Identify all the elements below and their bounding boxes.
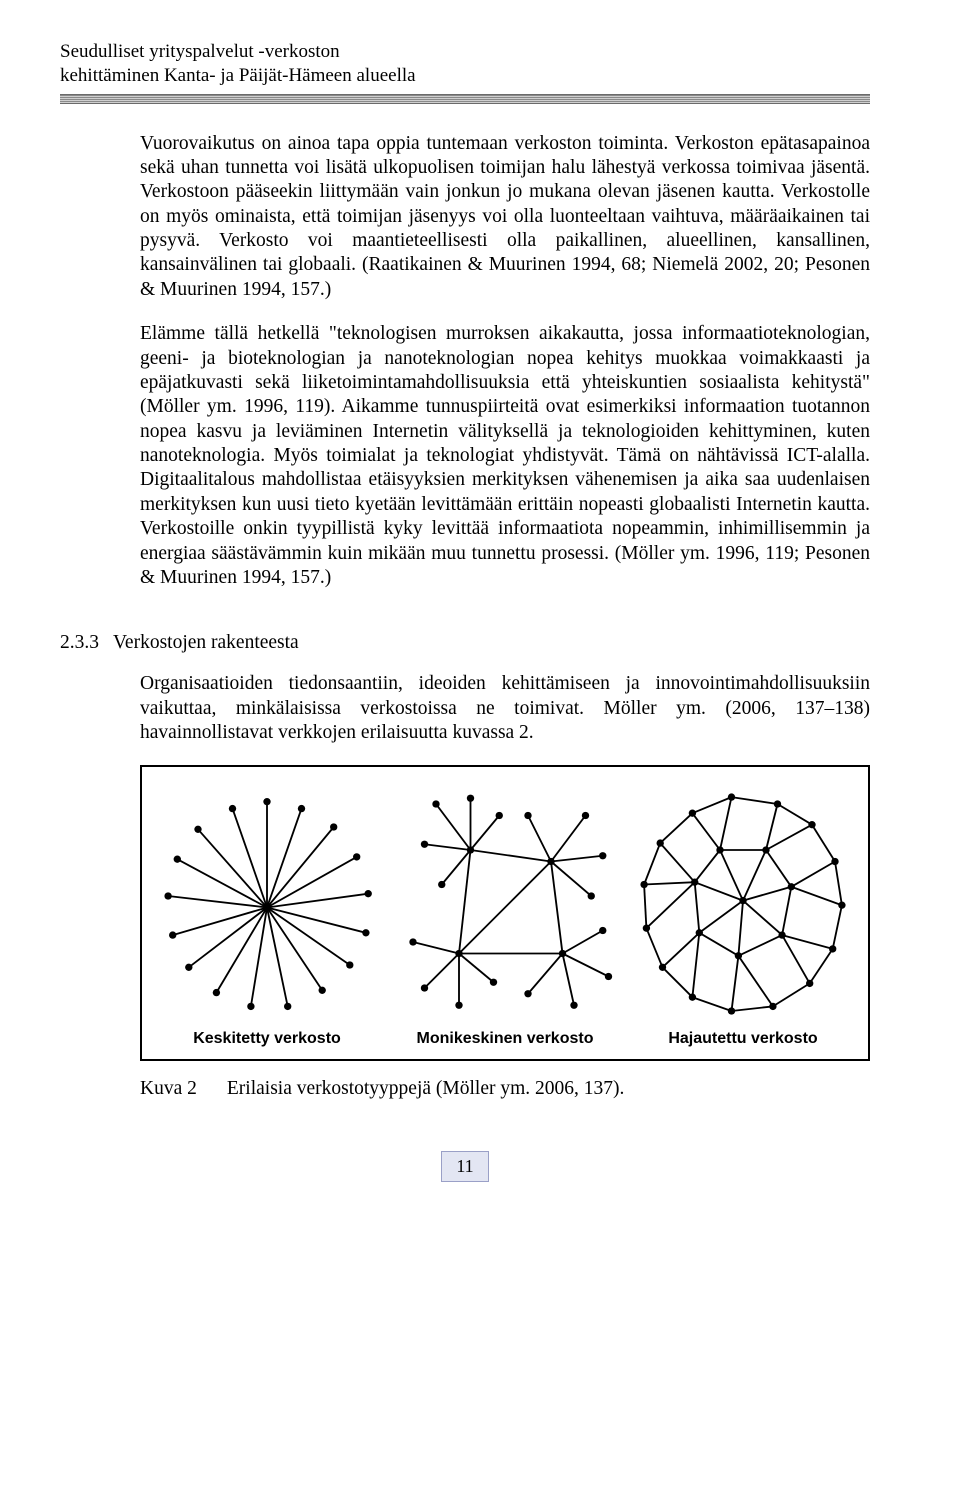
figure-caption: Kuva 2 Erilaisia verkostotyyppejä (Mölle…	[140, 1077, 870, 1101]
section-title: Verkostojen rakenteesta	[113, 632, 299, 654]
label-centralized: Keskitetty verkosto	[193, 1029, 341, 1049]
network-distributed: Hajautettu verkosto	[628, 781, 858, 1049]
body-column: Vuorovaikutus on ainoa tapa oppia tuntem…	[140, 132, 870, 591]
paragraph-1: Vuorovaikutus on ainoa tapa oppia tuntem…	[140, 132, 870, 303]
centralized-diagram	[152, 781, 382, 1023]
page-number: 11	[441, 1151, 488, 1182]
paragraph-2: Elämme tällä hetkellä "teknologisen murr…	[140, 322, 870, 590]
networks-row: Keskitetty verkosto Monikeskinen verkost…	[152, 781, 858, 1049]
section-body: Organisaatioiden tiedonsaantiin, ideoide…	[140, 672, 870, 1101]
section-intro: Organisaatioiden tiedonsaantiin, ideoide…	[140, 672, 870, 745]
label-multihub: Monikeskinen verkosto	[417, 1029, 594, 1049]
header-rule	[60, 94, 870, 104]
page-number-wrap: 11	[60, 1151, 870, 1182]
section-number: 2.3.3	[60, 632, 99, 654]
figure-2: Keskitetty verkosto Monikeskinen verkost…	[140, 765, 870, 1061]
caption-text: Erilaisia verkostotyyppejä (Möller ym. 2…	[227, 1077, 625, 1101]
multihub-diagram	[390, 781, 620, 1023]
label-distributed: Hajautettu verkosto	[668, 1029, 817, 1049]
distributed-diagram	[628, 781, 858, 1023]
running-head: Seudulliset yrityspalvelut -verkoston ke…	[60, 40, 870, 88]
section-heading: 2.3.3 Verkostojen rakenteesta	[60, 632, 870, 654]
running-head-line2: kehittäminen Kanta- ja Päijät-Hämeen alu…	[60, 64, 870, 88]
network-centralized: Keskitetty verkosto	[152, 781, 382, 1049]
caption-label: Kuva 2	[140, 1077, 197, 1101]
network-multihub: Monikeskinen verkosto	[390, 781, 620, 1049]
running-head-line1: Seudulliset yrityspalvelut -verkoston	[60, 40, 870, 64]
